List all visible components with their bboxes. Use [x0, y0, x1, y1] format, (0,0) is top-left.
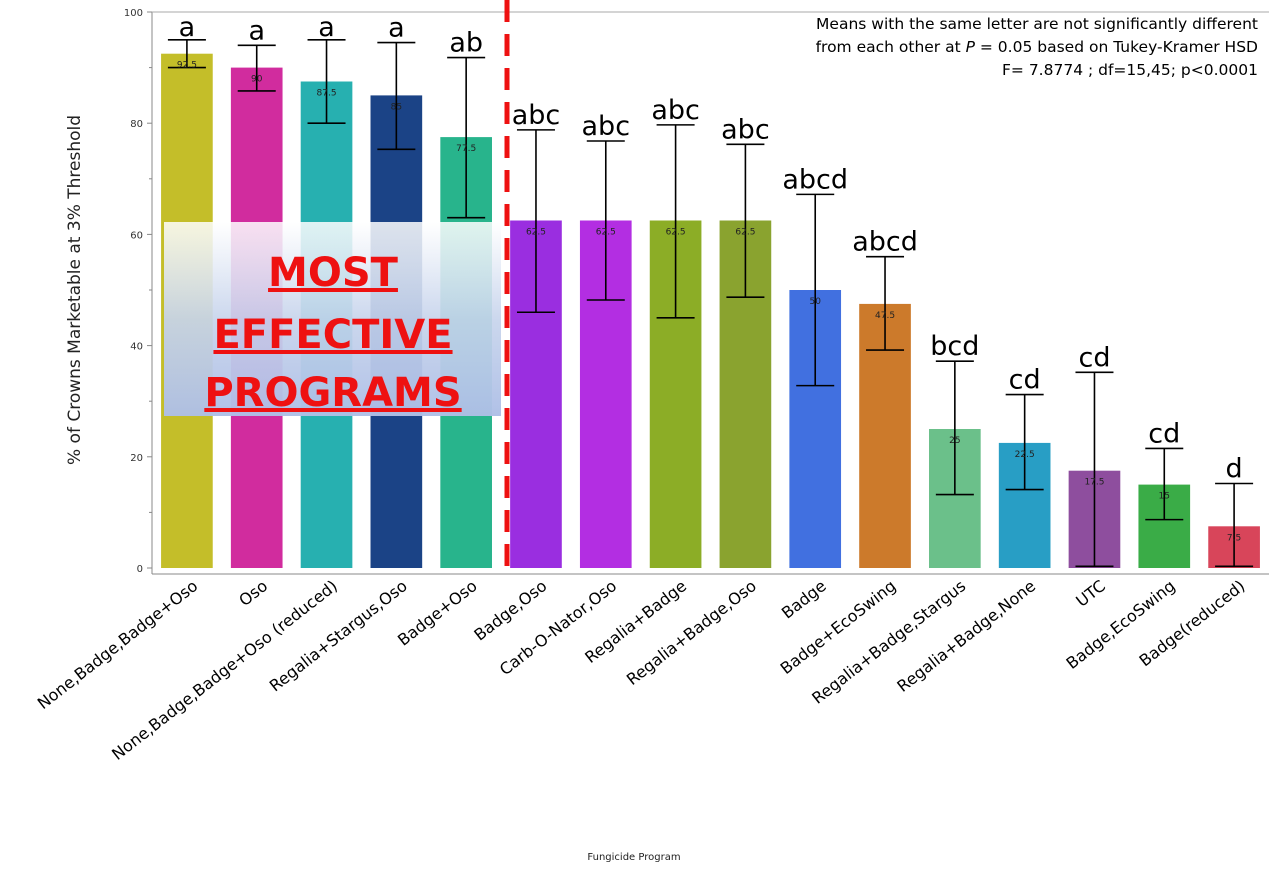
- data-label: 85: [391, 102, 402, 112]
- x-tick-label: Regalia+Stargus,Oso: [266, 576, 411, 695]
- significance-letter: d: [1226, 453, 1243, 484]
- significance-letter: a: [388, 13, 405, 44]
- overlay-box: [164, 222, 501, 416]
- significance-letter: a: [179, 12, 196, 43]
- significance-letter: abcd: [852, 227, 918, 258]
- data-label: 62.5: [526, 228, 546, 238]
- significance-letter: a: [318, 12, 335, 43]
- data-label: 25: [949, 436, 960, 446]
- overlay-line-1: MOST: [268, 250, 399, 296]
- y-tick-label-100: 100: [124, 8, 143, 19]
- data-label: 62.5: [666, 228, 686, 238]
- x-tick-label: UTC: [1072, 576, 1109, 611]
- data-label: 22.5: [1015, 450, 1035, 460]
- significance-letter: ab: [449, 28, 483, 59]
- data-label: 62.5: [735, 228, 755, 238]
- data-label: 90: [251, 75, 263, 85]
- overlay-line-3: PROGRAMS: [204, 370, 461, 416]
- data-label: 17.5: [1084, 478, 1104, 488]
- significance-letter: abc: [512, 100, 561, 131]
- note-line-3: F= 7.8774 ; df=15,45; p<0.0001: [1002, 61, 1258, 79]
- axes: 0 20 40 60 80 100: [124, 8, 1269, 575]
- overlay-line-2: EFFECTIVE: [213, 312, 452, 358]
- note-fragment: F= 7.8774 ; df=15,45; p<0.0001: [1002, 61, 1258, 79]
- y-tick-label-60: 60: [130, 230, 143, 241]
- x-tick-label: Badge+EcoSwing: [777, 576, 900, 678]
- significance-note: Means with the same letter are not signi…: [816, 15, 1258, 79]
- x-tick-label: Badge: [778, 576, 830, 622]
- note-line-1: Means with the same letter are not signi…: [816, 15, 1258, 33]
- error-bars: [167, 38, 1254, 568]
- significance-letter: a: [248, 15, 265, 46]
- significance-letter: cd: [1078, 342, 1110, 373]
- significance-letter: bcd: [930, 331, 979, 362]
- x-tick-label: Carb-O-Nator,Oso: [496, 576, 620, 679]
- note-fragment: from each other at: [816, 38, 966, 56]
- data-label: 15: [1159, 492, 1170, 502]
- note-fragment: P: [966, 38, 976, 56]
- significance-letter: abc: [721, 114, 770, 145]
- y-tick-label-20: 20: [130, 453, 143, 464]
- data-label: 50: [809, 297, 821, 307]
- x-tick-label: Regalia+Badge,None: [893, 576, 1039, 696]
- significance-letter: abc: [651, 95, 700, 126]
- most-effective-overlay: MOST EFFECTIVE PROGRAMS: [164, 222, 501, 416]
- x-tick-label: Oso: [235, 576, 271, 610]
- data-label: 92.5: [177, 61, 197, 71]
- data-label: 62.5: [596, 228, 616, 238]
- significance-letter: abc: [582, 111, 631, 142]
- x-tick-label: Regalia+Badge,Oso: [623, 576, 760, 689]
- note-fragment: = 0.05 based on Tukey-Kramer HSD: [975, 38, 1258, 56]
- data-label: 7.5: [1227, 533, 1241, 543]
- data-label: 47.5: [875, 311, 895, 321]
- significance-letter: cd: [1009, 365, 1041, 396]
- category-labels: None,Badge,Badge+Oso OsoNone,Badge,Badge+…: [34, 576, 1249, 764]
- y-axis-label: % of Crowns Marketable at 3% Threshold: [65, 115, 85, 465]
- data-label: 87.5: [317, 89, 337, 99]
- x-axis-label: Fungicide Program: [587, 852, 680, 863]
- note-line-2: from each other at P = 0.05 based on Tuk…: [816, 38, 1258, 56]
- value-labels: 92.5 90 87.5 85 77.5 62.5 62.5 62.5 62.5 50 47.5 25…: [177, 61, 1241, 544]
- y-tick-label-80: 80: [130, 119, 143, 130]
- y-tick-label-40: 40: [130, 342, 143, 353]
- note-fragment: Means with the same letter are not signi…: [816, 15, 1258, 33]
- significance-letter: cd: [1148, 418, 1180, 449]
- data-label: 77.5: [456, 144, 476, 154]
- y-tick-label-0: 0: [137, 564, 143, 575]
- significance-letter: abcd: [782, 164, 848, 195]
- x-tick-label: None,Badge,Badge+Oso: [34, 576, 202, 713]
